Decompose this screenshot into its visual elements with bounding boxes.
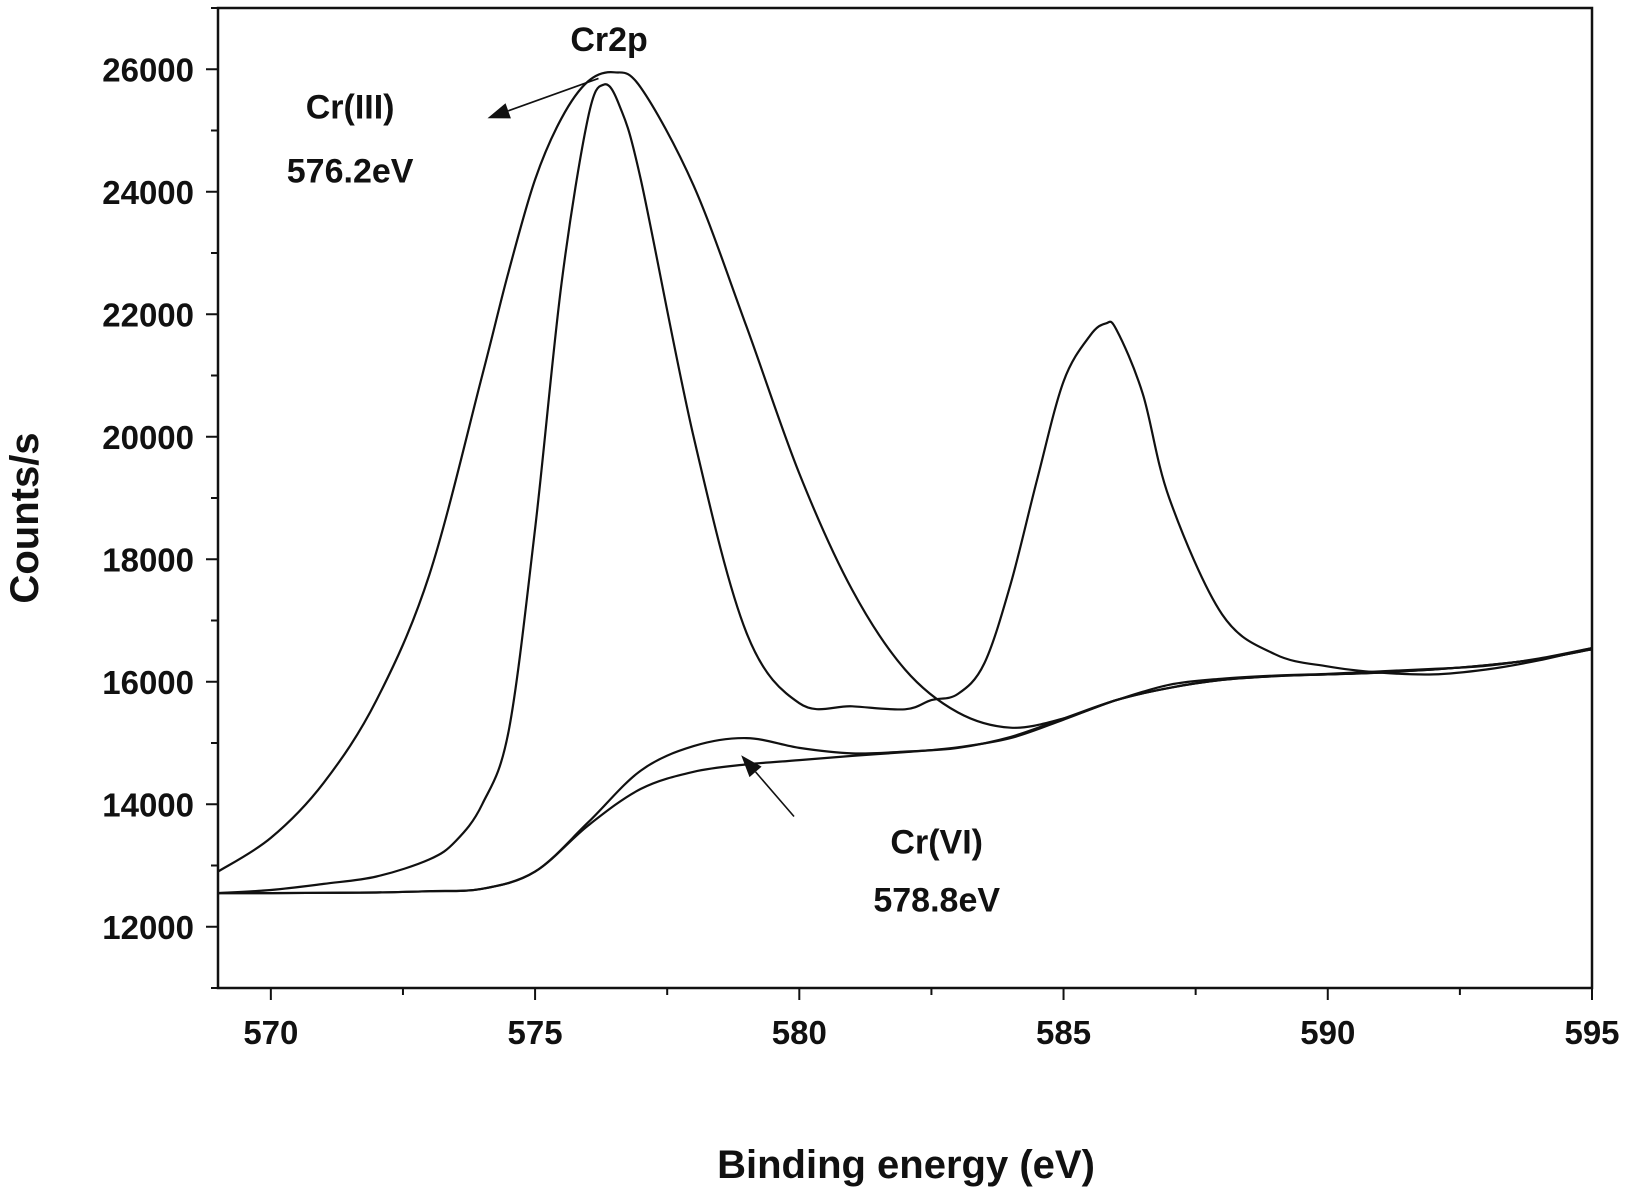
annotation-label-2: Cr(III) <box>306 88 395 126</box>
annotation-arrow-line-2 <box>754 771 795 818</box>
y-tick-label: 26000 <box>102 51 194 88</box>
y-tick-label: 22000 <box>102 296 194 333</box>
axis-ticks <box>206 7 1593 1000</box>
annotation-arrow-line-1 <box>507 77 599 112</box>
tick-labels: 570 575 580 585 590 595 12000 14000 16000 18000 20… <box>102 51 1619 1051</box>
x-axis-title: Binding energy (eV) <box>717 1143 1095 1187</box>
x-tick-label: 590 <box>1300 1014 1355 1051</box>
x-tick-label: 585 <box>1036 1014 1091 1051</box>
y-tick-label: 24000 <box>102 174 194 211</box>
y-tick-label: 16000 <box>102 664 194 701</box>
spectra-curves <box>217 70 1593 895</box>
x-tick-label: 575 <box>508 1014 563 1051</box>
annotation-label-1: Cr2p <box>570 21 647 59</box>
x-tick-label: 595 <box>1564 1014 1619 1051</box>
y-tick-label: 18000 <box>102 541 194 578</box>
annotations: Cr2p Cr(III) 576.2eV Cr(VI) 578.8eV <box>287 21 1001 920</box>
y-tick-label: 20000 <box>102 419 194 456</box>
annotation-label-4: Cr(VI) <box>890 823 983 861</box>
x-tick-label: 570 <box>243 1014 298 1051</box>
y-tick-label: 14000 <box>102 786 194 823</box>
x-tick-label: 580 <box>772 1014 827 1051</box>
annotation-arrow-head-2 <box>741 755 762 778</box>
annotation-arrows <box>487 77 795 818</box>
spectrum-curve-2 <box>217 83 1593 895</box>
annotation-arrow-head-1 <box>487 103 511 119</box>
annotation-label-5: 578.8eV <box>873 881 1000 919</box>
y-tick-label: 12000 <box>102 909 194 946</box>
annotation-label-3: 576.2eV <box>287 153 414 191</box>
spectrum-curve-4 <box>218 648 1593 895</box>
y-axis-title: Counts/s <box>3 432 47 603</box>
